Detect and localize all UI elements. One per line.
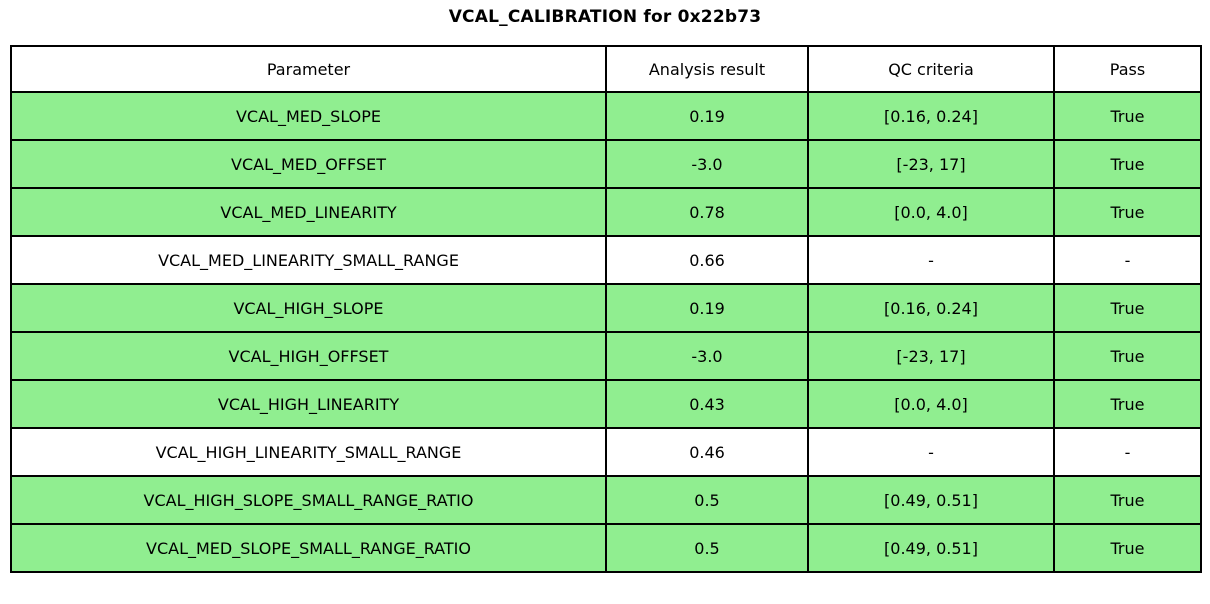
column-header-qc-criteria: QC criteria xyxy=(807,45,1055,93)
cell-qc-criteria: [0.0, 4.0] xyxy=(807,379,1055,429)
cell-qc-criteria: - xyxy=(807,427,1055,477)
cell-pass: True xyxy=(1053,187,1202,237)
table-header: Parameter Analysis result QC criteria Pa… xyxy=(10,45,1202,93)
column-header-analysis-result: Analysis result xyxy=(605,45,809,93)
cell-pass: True xyxy=(1053,379,1202,429)
cell-pass: True xyxy=(1053,475,1202,525)
cell-analysis-result: 0.5 xyxy=(605,523,809,573)
cell-qc-criteria: [-23, 17] xyxy=(807,331,1055,381)
cell-qc-criteria: [0.49, 0.51] xyxy=(807,475,1055,525)
cell-qc-criteria: [0.16, 0.24] xyxy=(807,91,1055,141)
cell-pass: True xyxy=(1053,283,1202,333)
cell-analysis-result: 0.19 xyxy=(605,91,809,141)
cell-parameter: VCAL_HIGH_SLOPE xyxy=(10,283,607,333)
cell-pass: True xyxy=(1053,523,1202,573)
cell-analysis-result: -3.0 xyxy=(605,139,809,189)
table-row: VCAL_MED_OFFSET -3.0 [-23, 17] True xyxy=(10,139,1202,189)
header-row: Parameter Analysis result QC criteria Pa… xyxy=(10,45,1202,93)
cell-qc-criteria: [-23, 17] xyxy=(807,139,1055,189)
table-row: VCAL_MED_LINEARITY_SMALL_RANGE 0.66 - - xyxy=(10,235,1202,285)
table-body: VCAL_MED_SLOPE 0.19 [0.16, 0.24] True VC… xyxy=(10,91,1202,573)
table-row: VCAL_HIGH_SLOPE 0.19 [0.16, 0.24] True xyxy=(10,283,1202,333)
cell-analysis-result: 0.5 xyxy=(605,475,809,525)
cell-analysis-result: -3.0 xyxy=(605,331,809,381)
cell-analysis-result: 0.78 xyxy=(605,187,809,237)
page-title: VCAL_CALIBRATION for 0x22b73 xyxy=(448,7,762,27)
cell-parameter: VCAL_HIGH_SLOPE_SMALL_RANGE_RATIO xyxy=(10,475,607,525)
cell-analysis-result: 0.46 xyxy=(605,427,809,477)
table-row: VCAL_HIGH_LINEARITY 0.43 [0.0, 4.0] True xyxy=(10,379,1202,429)
table-row: VCAL_MED_SLOPE 0.19 [0.16, 0.24] True xyxy=(10,91,1202,141)
table-row: VCAL_HIGH_SLOPE_SMALL_RANGE_RATIO 0.5 [0… xyxy=(10,475,1202,525)
cell-pass: - xyxy=(1053,427,1202,477)
cell-pass: - xyxy=(1053,235,1202,285)
cell-qc-criteria: [0.49, 0.51] xyxy=(807,523,1055,573)
cell-pass: True xyxy=(1053,139,1202,189)
cell-parameter: VCAL_MED_LINEARITY_SMALL_RANGE xyxy=(10,235,607,285)
column-header-parameter: Parameter xyxy=(10,45,607,93)
cell-parameter: VCAL_HIGH_LINEARITY_SMALL_RANGE xyxy=(10,427,607,477)
cell-analysis-result: 0.66 xyxy=(605,235,809,285)
table-row: VCAL_HIGH_OFFSET -3.0 [-23, 17] True xyxy=(10,331,1202,381)
cell-analysis-result: 0.43 xyxy=(605,379,809,429)
cell-qc-criteria: [0.16, 0.24] xyxy=(807,283,1055,333)
cell-analysis-result: 0.19 xyxy=(605,283,809,333)
cell-parameter: VCAL_HIGH_OFFSET xyxy=(10,331,607,381)
cell-qc-criteria: - xyxy=(807,235,1055,285)
cell-parameter: VCAL_MED_SLOPE_SMALL_RANGE_RATIO xyxy=(10,523,607,573)
table-row: VCAL_HIGH_LINEARITY_SMALL_RANGE 0.46 - - xyxy=(10,427,1202,477)
cell-pass: True xyxy=(1053,91,1202,141)
cell-parameter: VCAL_MED_OFFSET xyxy=(10,139,607,189)
cell-pass: True xyxy=(1053,331,1202,381)
cell-qc-criteria: [0.0, 4.0] xyxy=(807,187,1055,237)
calibration-results-table: Parameter Analysis result QC criteria Pa… xyxy=(10,45,1202,573)
cell-parameter: VCAL_MED_LINEARITY xyxy=(10,187,607,237)
cell-parameter: VCAL_HIGH_LINEARITY xyxy=(10,379,607,429)
column-header-pass: Pass xyxy=(1053,45,1202,93)
table-row: VCAL_MED_SLOPE_SMALL_RANGE_RATIO 0.5 [0.… xyxy=(10,523,1202,573)
table-row: VCAL_MED_LINEARITY 0.78 [0.0, 4.0] True xyxy=(10,187,1202,237)
cell-parameter: VCAL_MED_SLOPE xyxy=(10,91,607,141)
